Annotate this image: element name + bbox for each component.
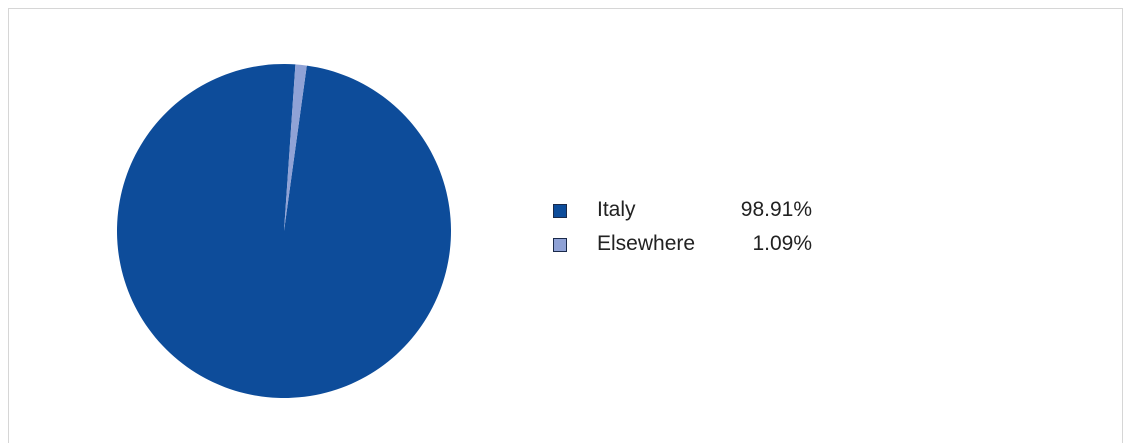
legend-item-italy: Italy 98.91%	[553, 198, 823, 232]
legend: Italy 98.91% Elsewhere 1.09%	[553, 198, 823, 266]
pie-slice-elsewhere	[284, 64, 307, 231]
legend-value-italy: 98.91%	[740, 198, 812, 221]
pie-slice-italy	[117, 64, 451, 398]
legend-label-italy: Italy	[597, 198, 636, 221]
legend-swatch-italy	[553, 204, 567, 218]
chart-frame	[8, 8, 1123, 443]
legend-item-elsewhere: Elsewhere 1.09%	[553, 232, 823, 266]
legend-swatch-elsewhere	[553, 238, 567, 252]
legend-value-elsewhere: 1.09%	[752, 232, 812, 255]
legend-label-elsewhere: Elsewhere	[597, 232, 696, 255]
